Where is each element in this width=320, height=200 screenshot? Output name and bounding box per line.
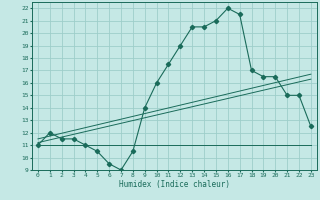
X-axis label: Humidex (Indice chaleur): Humidex (Indice chaleur): [119, 180, 230, 189]
